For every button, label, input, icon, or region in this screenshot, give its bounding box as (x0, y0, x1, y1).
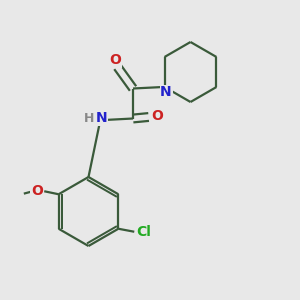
Text: O: O (151, 110, 163, 123)
Text: O: O (31, 184, 43, 198)
Text: H: H (84, 112, 94, 125)
Text: N: N (160, 85, 172, 99)
Text: Cl: Cl (136, 225, 151, 239)
Text: N: N (96, 112, 107, 125)
Text: O: O (109, 53, 121, 67)
